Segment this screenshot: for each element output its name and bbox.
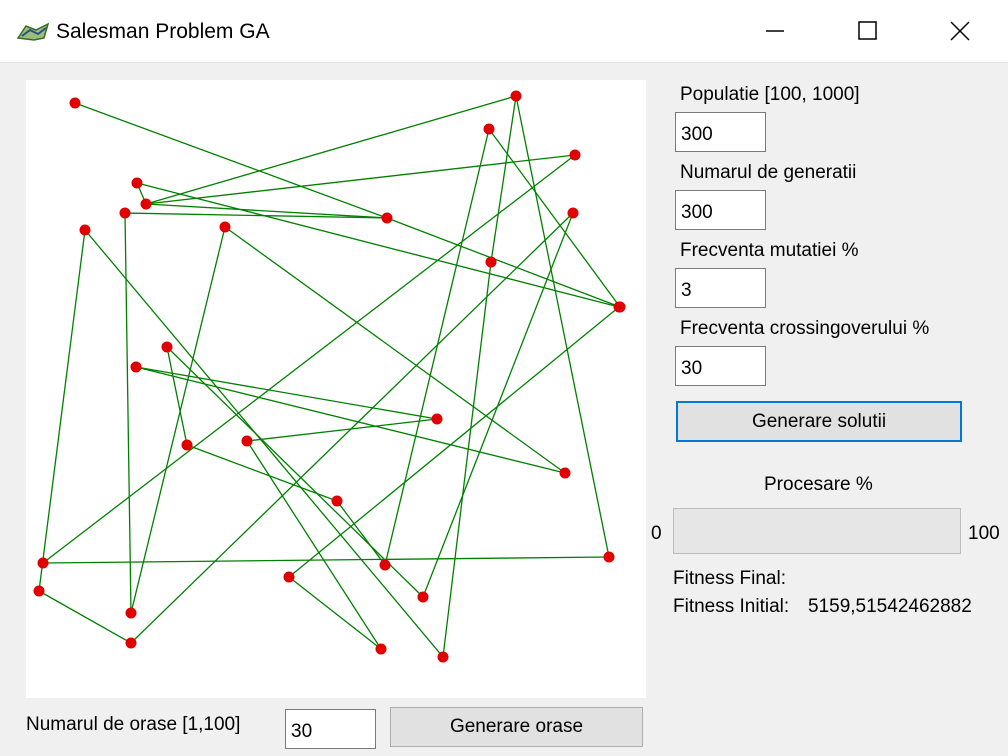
generate-cities-button[interactable]: Generare orase [390,707,643,747]
title-bar: Salesman Problem GA [0,0,1008,63]
route-map [33,90,626,663]
mutation-label: Frecventa mutatiei % [680,240,859,261]
route-segment [166,346,424,598]
crossover-label: Frecventa crossingoverului % [680,318,930,339]
route-segment [166,346,188,446]
route-segment [422,212,574,598]
cities-count-label: Numarul de orase [1,100] [26,714,241,735]
city-point [241,435,253,447]
route-segment [42,556,610,564]
route-segment [288,306,620,578]
generations-label: Numarul de generatii [680,162,857,183]
route-segment [442,261,492,658]
mutation-input[interactable] [675,268,766,308]
city-point [431,413,443,425]
city-point [567,207,579,219]
city-point [125,637,137,649]
processing-progress-bar [673,508,961,554]
route-segment [288,576,382,650]
route-segment [336,500,386,566]
city-point [125,607,137,619]
processing-label: Procesare % [764,474,873,495]
route-segment [124,212,132,614]
city-point [485,256,497,268]
progress-max-label: 100 [968,523,1000,544]
city-point [119,207,131,219]
route-segment [130,226,226,614]
map-icon [16,22,50,41]
city-point [331,495,343,507]
fitness-initial-label: Fitness Initial: [673,596,790,617]
route-segment [136,182,620,308]
route-canvas [26,80,646,698]
route-segment [224,226,566,474]
city-point [283,571,295,583]
city-point [69,97,81,109]
route-segment [124,212,388,219]
window-title: Salesman Problem GA [56,20,270,43]
generate-solutions-button[interactable]: Generare solutii [676,401,962,442]
route-segment [145,203,388,219]
route-segment [42,154,576,564]
crossover-input[interactable] [675,346,766,386]
route-segment [386,217,621,308]
minimize-button[interactable] [730,0,822,62]
route-segment [145,95,517,205]
route-segment [515,95,610,558]
close-icon [950,21,970,41]
city-point [131,177,143,189]
city-point [603,551,615,563]
route-segment [246,440,382,650]
route-segment [38,590,132,644]
city-point [79,224,91,236]
city-point [437,651,449,663]
city-point [417,591,429,603]
city-point [569,149,581,161]
route-segment [135,366,438,420]
generations-input[interactable] [675,190,766,230]
city-point [161,341,173,353]
minimize-icon [766,30,784,32]
route-segment [84,229,444,658]
route-segment [488,128,621,308]
city-point [140,198,152,210]
route-segment [246,418,438,442]
route-segment [186,444,338,502]
maximize-icon [858,21,877,40]
close-button[interactable] [914,0,1006,62]
route-segment [130,212,574,644]
city-point [219,221,231,233]
route-segment [490,95,517,263]
route-segment [135,366,566,474]
city-point [130,361,142,373]
population-label: Populatie [100, 1000] [680,84,860,105]
city-point [381,212,393,224]
city-point [379,559,391,571]
maximize-button[interactable] [822,0,914,62]
cities-count-input[interactable] [285,709,376,749]
city-point [613,301,625,313]
fitness-final-label: Fitness Final: [673,568,786,589]
city-point [375,643,387,655]
route-segment [74,102,388,219]
city-point [510,90,522,102]
route-segment [38,229,86,592]
route-segment [384,128,490,566]
progress-min-label: 0 [651,523,662,544]
city-point [559,467,571,479]
fitness-initial-value: 5159,51542462882 [808,596,972,617]
city-point [33,585,45,597]
population-input[interactable] [675,112,766,152]
city-point [181,439,193,451]
city-point [483,123,495,135]
city-point [37,557,49,569]
route-segment [145,154,576,205]
